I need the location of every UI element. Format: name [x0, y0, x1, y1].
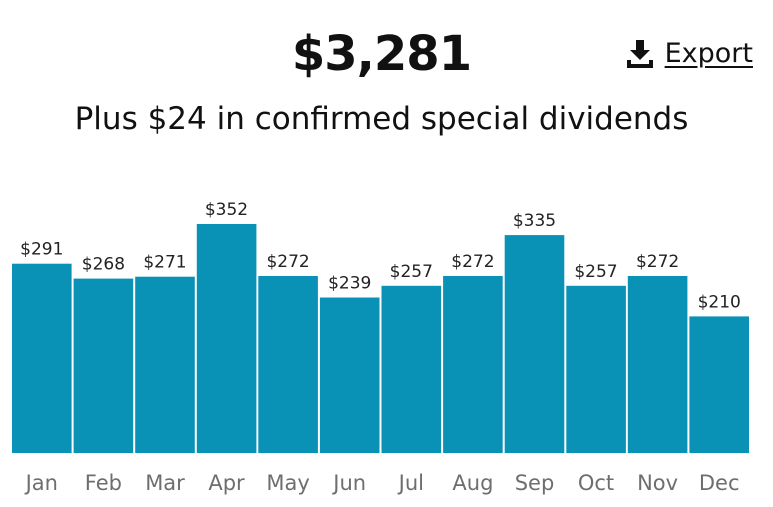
bar-jun: [319, 297, 380, 453]
bar-feb: [73, 278, 134, 453]
month-label-dec: Dec: [699, 471, 740, 495]
month-label-oct: Oct: [578, 471, 614, 495]
value-label-jul: $257: [390, 262, 433, 282]
value-label-sep: $335: [513, 211, 556, 231]
export-label[interactable]: Export: [664, 38, 753, 69]
month-label-mar: Mar: [145, 471, 185, 495]
bar-dec: [689, 316, 749, 453]
value-label-apr: $352: [205, 200, 248, 220]
value-label-oct: $257: [574, 262, 617, 282]
bar-apr: [196, 224, 257, 453]
bar-oct: [566, 285, 626, 453]
month-label-jul: Jul: [397, 471, 424, 495]
export-button[interactable]: Export: [626, 36, 753, 72]
month-label-may: May: [266, 471, 309, 495]
download-icon: [626, 40, 653, 68]
value-label-may: $272: [266, 252, 309, 272]
bar-jan: [12, 263, 72, 453]
month-label-jan: Jan: [24, 471, 58, 495]
bar-nov: [627, 276, 688, 453]
bar-sep: [504, 235, 565, 453]
month-label-sep: Sep: [515, 471, 555, 495]
value-label-jun: $239: [328, 274, 371, 294]
value-label-feb: $268: [82, 255, 125, 275]
value-label-mar: $271: [143, 253, 186, 273]
month-label-jun: Jun: [331, 471, 366, 495]
month-label-apr: Apr: [208, 471, 245, 495]
value-label-dec: $210: [698, 292, 741, 312]
special-dividends-subtitle: Plus $24 in confirmed special dividends: [74, 101, 689, 137]
month-label-nov: Nov: [637, 471, 678, 495]
month-label-feb: Feb: [85, 471, 122, 495]
bar-may: [258, 276, 318, 453]
bar-jul: [381, 285, 442, 453]
value-label-aug: $272: [451, 252, 494, 272]
bar-mar: [135, 276, 195, 453]
value-label-nov: $272: [636, 252, 679, 272]
month-label-aug: Aug: [452, 471, 493, 495]
total-dividends: $3,281: [291, 26, 472, 82]
bar-aug: [443, 276, 503, 453]
value-label-jan: $291: [20, 240, 63, 260]
